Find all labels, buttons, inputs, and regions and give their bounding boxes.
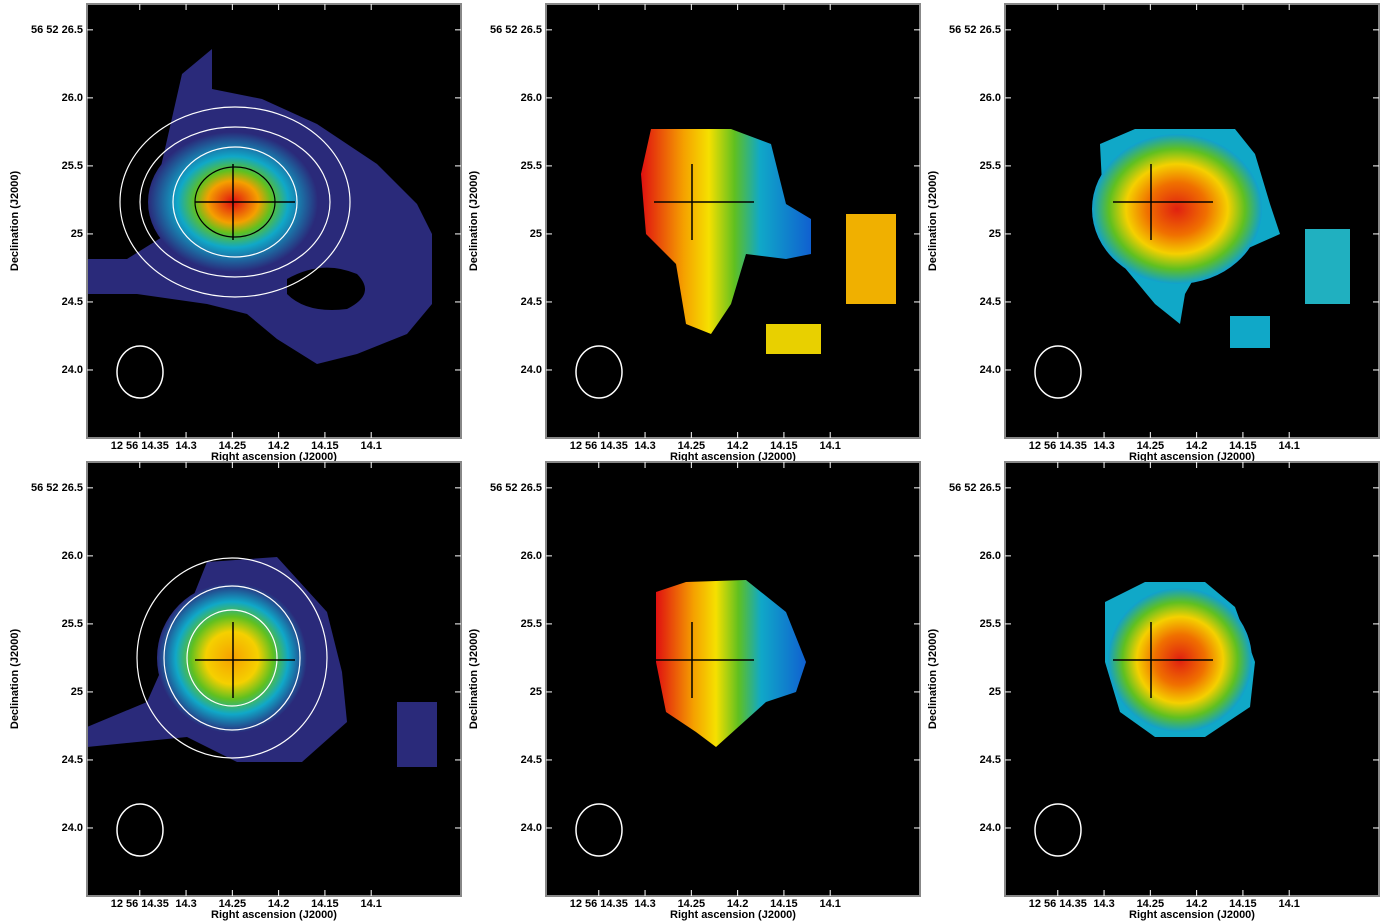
y-axis-label: Declination (J2000) bbox=[927, 171, 939, 272]
x-tick-label: 14.1 bbox=[819, 898, 840, 910]
y-tick-label: 24.0 bbox=[980, 822, 1001, 834]
x-tick-label: 12 56 14.35 bbox=[1029, 440, 1087, 452]
y-axis-label: Declination (J2000) bbox=[468, 629, 480, 730]
y-axis-label: Declination (J2000) bbox=[927, 629, 939, 730]
x-tick-label: 12 56 14.35 bbox=[570, 440, 628, 452]
y-tick-label: 24.5 bbox=[980, 296, 1001, 308]
y-tick-label: 24.5 bbox=[521, 754, 542, 766]
x-tick-label: 14.3 bbox=[1093, 440, 1114, 452]
panel: 12 56 14.3514.314.2514.214.1514.124.024.… bbox=[9, 462, 461, 921]
y-tick-label: 25.5 bbox=[62, 160, 83, 172]
x-tick-label: 12 56 14.35 bbox=[111, 440, 169, 452]
y-tick-label: 24.5 bbox=[980, 754, 1001, 766]
dispersion-core bbox=[1092, 134, 1262, 284]
x-axis-label: Right ascension (J2000) bbox=[211, 909, 337, 921]
x-tick-label: 14.1 bbox=[1278, 440, 1299, 452]
y-tick-label: 56 52 26.5 bbox=[490, 24, 542, 36]
x-tick-label: 14.1 bbox=[360, 898, 381, 910]
y-axis-label: Declination (J2000) bbox=[9, 629, 21, 730]
y-tick-label: 25 bbox=[71, 228, 83, 240]
y-tick-label: 24.0 bbox=[62, 822, 83, 834]
y-tick-label: 24.5 bbox=[62, 754, 83, 766]
y-tick-label: 25 bbox=[989, 686, 1001, 698]
x-tick-label: 14.3 bbox=[1093, 898, 1114, 910]
y-tick-label: 56 52 26.5 bbox=[31, 482, 83, 494]
velocity-field bbox=[766, 324, 821, 354]
y-tick-label: 24.5 bbox=[521, 296, 542, 308]
y-tick-label: 56 52 26.5 bbox=[949, 482, 1001, 494]
y-tick-label: 25 bbox=[530, 686, 542, 698]
x-axis-label: Right ascension (J2000) bbox=[670, 909, 796, 921]
y-tick-label: 25 bbox=[989, 228, 1001, 240]
y-tick-label: 24.0 bbox=[521, 822, 542, 834]
y-tick-label: 25.5 bbox=[980, 618, 1001, 630]
x-tick-label: 12 56 14.35 bbox=[1029, 898, 1087, 910]
y-tick-label: 26.0 bbox=[980, 92, 1001, 104]
x-tick-label: 12 56 14.35 bbox=[111, 898, 169, 910]
x-tick-label: 14.3 bbox=[175, 898, 196, 910]
x-tick-label: 14.3 bbox=[634, 440, 655, 452]
y-axis-label: Declination (J2000) bbox=[9, 171, 21, 272]
x-tick-label: 14.3 bbox=[634, 898, 655, 910]
y-tick-label: 56 52 26.5 bbox=[490, 482, 542, 494]
x-tick-label: 14.3 bbox=[175, 440, 196, 452]
figure: 12 56 14.3514.314.2514.214.1514.124.024.… bbox=[0, 0, 1394, 922]
y-tick-label: 56 52 26.5 bbox=[31, 24, 83, 36]
y-tick-label: 26.0 bbox=[521, 92, 542, 104]
y-tick-label: 24.0 bbox=[521, 364, 542, 376]
y-tick-label: 25.5 bbox=[521, 618, 542, 630]
y-axis-label: Declination (J2000) bbox=[468, 171, 480, 272]
y-tick-label: 26.0 bbox=[62, 92, 83, 104]
y-tick-label: 25.5 bbox=[980, 160, 1001, 172]
velocity-field bbox=[846, 214, 896, 304]
y-tick-label: 25.5 bbox=[62, 618, 83, 630]
dispersion bbox=[1305, 229, 1350, 304]
y-tick-label: 24.5 bbox=[62, 296, 83, 308]
y-tick-label: 26.0 bbox=[62, 550, 83, 562]
x-tick-label: 14.1 bbox=[360, 440, 381, 452]
x-tick-label: 12 56 14.35 bbox=[570, 898, 628, 910]
x-axis-label: Right ascension (J2000) bbox=[1129, 909, 1255, 921]
y-tick-label: 25.5 bbox=[521, 160, 542, 172]
y-tick-label: 25 bbox=[71, 686, 83, 698]
y-tick-label: 25 bbox=[530, 228, 542, 240]
dispersion bbox=[1230, 316, 1270, 348]
core bbox=[157, 583, 307, 733]
x-tick-label: 14.1 bbox=[819, 440, 840, 452]
y-tick-label: 24.0 bbox=[62, 364, 83, 376]
emission bbox=[397, 702, 437, 767]
x-tick-label: 14.1 bbox=[1278, 898, 1299, 910]
y-tick-label: 26.0 bbox=[521, 550, 542, 562]
y-tick-label: 24.0 bbox=[980, 364, 1001, 376]
y-tick-label: 56 52 26.5 bbox=[949, 24, 1001, 36]
y-tick-label: 26.0 bbox=[980, 550, 1001, 562]
